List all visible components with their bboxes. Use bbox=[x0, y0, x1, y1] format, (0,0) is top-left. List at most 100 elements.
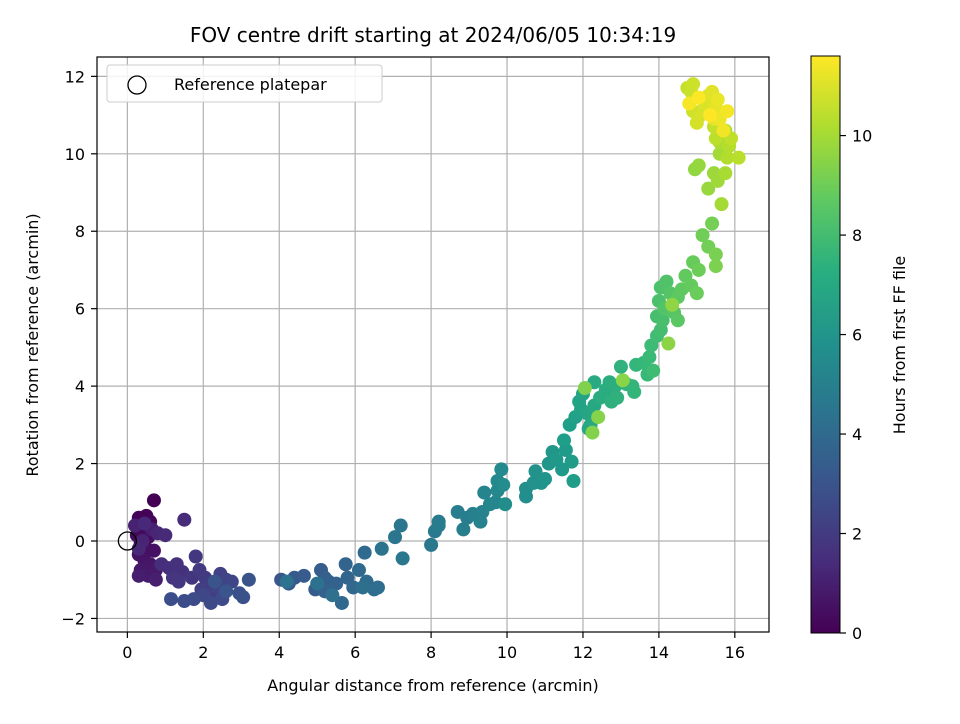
scatter-point bbox=[538, 472, 552, 487]
legend-reference-marker bbox=[127, 75, 147, 95]
scatter-point bbox=[357, 545, 372, 560]
scatter-point bbox=[395, 551, 410, 566]
scatter-point bbox=[177, 512, 192, 527]
legend-box bbox=[106, 64, 383, 103]
x-tick-label: 8 bbox=[426, 643, 436, 662]
y-tick-label: 10 bbox=[65, 145, 85, 164]
scatter-point bbox=[661, 336, 676, 351]
scatter-point bbox=[207, 574, 222, 589]
colorbar-tick-label: 8 bbox=[852, 226, 862, 245]
scatter-point bbox=[566, 473, 581, 488]
scatter-point bbox=[374, 541, 389, 556]
scatter-point bbox=[494, 462, 509, 477]
scatter-point bbox=[691, 158, 706, 173]
scatter-point bbox=[615, 373, 630, 388]
x-tick-label: 2 bbox=[198, 643, 208, 662]
scatter-point bbox=[241, 572, 256, 587]
plot-frame bbox=[96, 56, 770, 633]
scatter-point bbox=[701, 181, 716, 196]
scatter-point bbox=[158, 528, 173, 543]
scatter-point bbox=[431, 518, 446, 533]
x-tick-label: 4 bbox=[274, 643, 284, 662]
scatter-point bbox=[703, 108, 718, 123]
legend-entry-reference: Reference platepar bbox=[174, 75, 327, 94]
scatter-point bbox=[477, 485, 492, 500]
scatter-point bbox=[146, 493, 161, 508]
y-tick-label: 2 bbox=[75, 455, 85, 474]
scatter-point bbox=[686, 77, 701, 92]
scatter-point bbox=[279, 574, 294, 589]
scatter-point bbox=[691, 90, 706, 105]
scatter-point bbox=[236, 590, 251, 605]
scatter-point bbox=[642, 350, 657, 365]
scatter-point bbox=[393, 518, 408, 533]
y-tick-label: 0 bbox=[75, 532, 85, 551]
scatter-point bbox=[716, 123, 731, 138]
x-tick-label: 6 bbox=[350, 643, 360, 662]
colorbar-ticks: 0 2 4 6 8 10 bbox=[840, 127, 872, 643]
scatter-point bbox=[720, 150, 735, 165]
chart-title: FOV centre drift starting at 2024/06/05 … bbox=[190, 23, 676, 47]
colorbar-tick-label: 10 bbox=[852, 127, 872, 146]
scatter-point bbox=[691, 262, 706, 277]
scatter-point bbox=[555, 462, 570, 477]
y-axis-ticks: −2 0 2 4 6 8 10 12 bbox=[61, 67, 97, 628]
scatter-point bbox=[708, 259, 723, 274]
colorbar-tick-label: 6 bbox=[852, 326, 862, 345]
scatter-point bbox=[148, 572, 163, 587]
x-axis-ticks: 0 2 4 6 8 10 12 14 16 bbox=[122, 632, 745, 662]
colorbar bbox=[810, 55, 841, 634]
scatter-point bbox=[708, 247, 723, 262]
colorbar-tick-label: 4 bbox=[852, 425, 862, 444]
y-tick-label: 12 bbox=[65, 67, 85, 86]
scatter-point bbox=[646, 363, 661, 378]
reference-point-marker bbox=[117, 531, 138, 551]
scatter-point bbox=[296, 568, 311, 583]
scatter-point bbox=[219, 584, 234, 599]
scatter-point bbox=[689, 286, 704, 301]
scatter-point bbox=[388, 530, 403, 545]
scatter-point bbox=[665, 297, 680, 312]
scatter-point bbox=[338, 557, 353, 572]
scatter-point bbox=[577, 381, 592, 396]
scatter-point bbox=[718, 166, 733, 181]
scatter-point bbox=[351, 563, 366, 578]
x-tick-label: 16 bbox=[725, 643, 745, 662]
scatter-point bbox=[659, 274, 674, 289]
scatter-point bbox=[325, 588, 340, 603]
x-tick-label: 10 bbox=[497, 643, 517, 662]
scatter-point bbox=[131, 568, 146, 583]
scatter-point bbox=[131, 541, 146, 556]
scatter-point bbox=[370, 580, 385, 595]
scatter-point bbox=[164, 592, 179, 607]
scatter-point bbox=[731, 150, 746, 165]
scatter-point bbox=[556, 433, 571, 448]
scatter-point bbox=[528, 464, 543, 479]
y-tick-label: 6 bbox=[75, 300, 85, 319]
scatter-point bbox=[705, 216, 720, 231]
scatter-point bbox=[424, 537, 439, 552]
scatter-point bbox=[585, 425, 600, 440]
scatter-point bbox=[188, 549, 203, 564]
scatter-point bbox=[695, 228, 710, 243]
x-tick-label: 0 bbox=[122, 643, 132, 662]
scatter-point bbox=[564, 454, 579, 469]
scatter-point bbox=[310, 576, 325, 591]
grid-lines bbox=[97, 57, 769, 632]
scatter-point bbox=[710, 92, 725, 107]
y-tick-label: 4 bbox=[75, 377, 85, 396]
x-tick-label: 12 bbox=[573, 643, 593, 662]
scatter-point bbox=[670, 313, 685, 328]
scatter-point bbox=[171, 574, 186, 589]
scatter-point bbox=[334, 595, 349, 610]
scatter-point bbox=[496, 477, 511, 492]
y-tick-label: −2 bbox=[61, 609, 85, 628]
scatter-point bbox=[146, 543, 161, 558]
colorbar-tick-label: 0 bbox=[852, 624, 862, 643]
scatter-point bbox=[655, 313, 670, 328]
legend: Reference platepar bbox=[106, 64, 383, 103]
scatter-point bbox=[613, 359, 628, 374]
scatter-point bbox=[355, 580, 370, 595]
scatter-point bbox=[177, 594, 192, 609]
scatter-point bbox=[329, 576, 344, 591]
